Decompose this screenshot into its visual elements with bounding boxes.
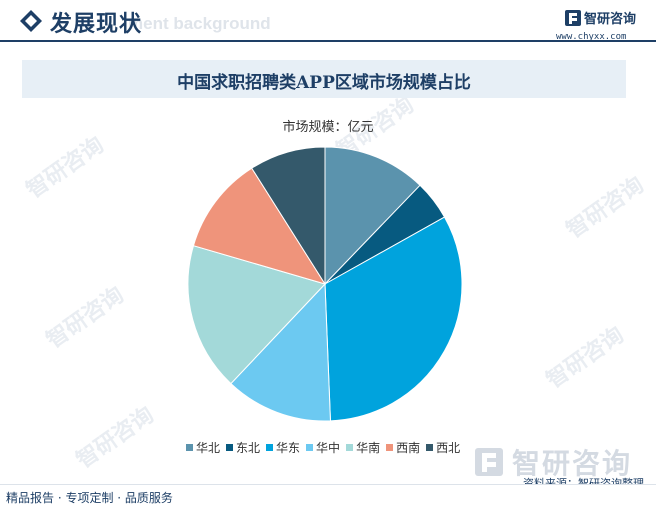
pie-slice-4 xyxy=(230,282,331,422)
brand-watermark-icon xyxy=(475,448,503,476)
legend-label: 华中 xyxy=(316,440,341,455)
pie-slice-3 xyxy=(324,216,463,422)
legend-swatch xyxy=(346,443,354,451)
legend-item: 华东 xyxy=(266,439,300,456)
pie-slice-5 xyxy=(187,245,326,385)
legend-swatch xyxy=(186,443,193,451)
legend-label: 华东 xyxy=(276,440,301,455)
header-ghost-text: ment background xyxy=(128,14,271,33)
pie-slice-6 xyxy=(192,167,327,285)
legend-label: 西南 xyxy=(396,440,421,455)
section-title: 发展现状 xyxy=(50,12,143,37)
legend-label: 华北 xyxy=(196,440,221,455)
legend-item: 西北 xyxy=(426,439,460,456)
brand-logo-icon xyxy=(565,10,581,26)
legend-swatch xyxy=(226,443,234,451)
legend-swatch xyxy=(426,443,434,451)
legend-item: 东北 xyxy=(226,439,260,456)
legend-item: 华北 xyxy=(186,439,220,456)
chart-legend: 华北 东北 华东 华中 华南 西南 西北 xyxy=(186,439,466,455)
legend-item: 西南 xyxy=(386,439,420,456)
chart-unit-label: 市场规模：亿元 xyxy=(282,120,374,135)
page-header: ment background 发展现状 智研咨询 www.chyxx.com xyxy=(0,0,656,44)
legend-label: 西北 xyxy=(436,440,461,455)
legend-label: 华南 xyxy=(356,440,381,455)
legend-swatch xyxy=(306,443,314,451)
pie-slice-1 xyxy=(324,146,421,286)
legend-swatch xyxy=(386,443,394,451)
header-divider xyxy=(0,40,656,42)
pie-slice-7 xyxy=(251,146,326,286)
brand-watermark-text: 智研咨询 xyxy=(512,447,633,480)
chart-title: 中国求职招聘类APP区域市场规模占比 xyxy=(177,73,471,93)
brand-url: www.chyxx.com xyxy=(556,32,627,42)
chart-title-band: 中国求职招聘类APP区域市场规模占比 xyxy=(22,60,626,98)
brand-name: 智研咨询 xyxy=(584,12,637,27)
legend-item: 华中 xyxy=(306,439,340,456)
footer-tagline: 精品报告 · 专项定制 · 品质服务 xyxy=(6,491,173,505)
legend-item: 华南 xyxy=(346,439,380,456)
legend-swatch xyxy=(266,443,274,451)
legend-label: 东北 xyxy=(236,440,261,455)
diamond-icon xyxy=(20,10,42,32)
brand-watermark: 智研咨询 xyxy=(474,442,632,482)
footer-bar xyxy=(0,484,656,509)
